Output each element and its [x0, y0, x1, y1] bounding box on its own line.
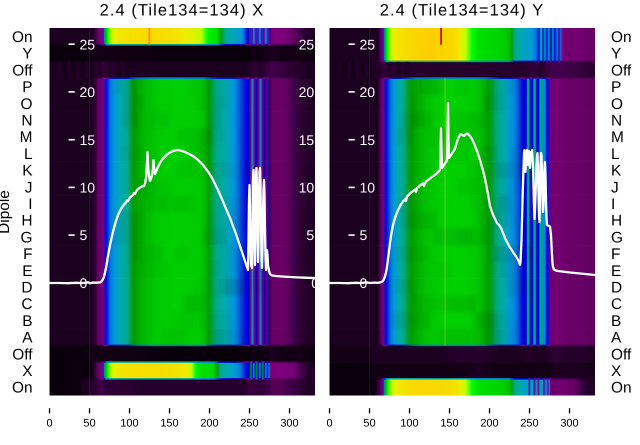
svg-text:J: J: [611, 179, 619, 196]
svg-text:0: 0: [326, 418, 332, 430]
svg-text:C: C: [21, 296, 32, 313]
svg-text:M: M: [611, 129, 624, 146]
svg-text:J: J: [25, 179, 33, 196]
svg-text:300: 300: [560, 418, 578, 430]
svg-text:B: B: [22, 313, 32, 330]
svg-text:I: I: [611, 196, 615, 213]
svg-text:250: 250: [520, 418, 538, 430]
svg-text:Off: Off: [12, 62, 33, 79]
svg-text:100: 100: [400, 418, 418, 430]
svg-text:C: C: [611, 296, 622, 313]
svg-text:5: 5: [80, 227, 88, 243]
svg-text:Y: Y: [22, 46, 32, 63]
svg-text:Off: Off: [611, 346, 632, 363]
svg-text:K: K: [22, 163, 33, 180]
svg-text:O: O: [611, 96, 623, 113]
svg-text:D: D: [21, 280, 32, 297]
svg-text:20: 20: [360, 84, 376, 100]
svg-text:G: G: [611, 229, 623, 246]
svg-text:X: X: [22, 363, 32, 380]
svg-text:On: On: [12, 380, 33, 397]
svg-text:L: L: [611, 146, 620, 163]
svg-text:A: A: [22, 330, 33, 347]
svg-text:250: 250: [240, 418, 258, 430]
svg-text:25: 25: [80, 36, 96, 52]
svg-text:K: K: [611, 163, 622, 180]
svg-text:15: 15: [299, 132, 315, 148]
svg-text:F: F: [23, 246, 32, 263]
svg-text:200: 200: [200, 418, 218, 430]
svg-text:On: On: [611, 380, 632, 397]
svg-text:Dipole: Dipole: [0, 190, 13, 234]
svg-text:150: 150: [160, 418, 178, 430]
svg-text:Off: Off: [12, 346, 33, 363]
svg-text:25: 25: [299, 36, 315, 52]
svg-text:0: 0: [311, 275, 319, 291]
svg-text:25: 25: [360, 36, 376, 52]
svg-text:100: 100: [120, 418, 138, 430]
svg-text:E: E: [22, 263, 32, 280]
svg-text:20: 20: [299, 84, 315, 100]
svg-text:15: 15: [80, 132, 96, 148]
svg-text:10: 10: [360, 180, 376, 196]
svg-text:On: On: [611, 29, 632, 46]
svg-text:P: P: [611, 79, 621, 96]
svg-text:Off: Off: [611, 62, 632, 79]
svg-text:E: E: [611, 263, 621, 280]
svg-text:15: 15: [360, 132, 376, 148]
svg-text:O: O: [21, 96, 33, 113]
svg-text:2.4 (Tile134=134) Y: 2.4 (Tile134=134) Y: [380, 1, 544, 19]
svg-text:H: H: [611, 213, 622, 230]
svg-text:150: 150: [440, 418, 458, 430]
svg-text:H: H: [21, 213, 32, 230]
svg-text:P: P: [22, 79, 32, 96]
svg-text:N: N: [21, 113, 32, 130]
svg-text:10: 10: [80, 180, 96, 196]
svg-text:300: 300: [280, 418, 298, 430]
svg-text:N: N: [611, 113, 622, 130]
svg-text:L: L: [24, 146, 33, 163]
svg-text:10: 10: [299, 180, 315, 196]
svg-text:20: 20: [80, 84, 96, 100]
svg-text:0: 0: [80, 275, 88, 291]
svg-text:D: D: [611, 280, 622, 297]
svg-text:On: On: [12, 29, 33, 46]
svg-text:B: B: [611, 313, 621, 330]
svg-text:5: 5: [306, 227, 314, 243]
svg-text:2.4 (Tile134=134) X: 2.4 (Tile134=134) X: [100, 1, 265, 19]
svg-text:G: G: [21, 229, 33, 246]
svg-text:F: F: [611, 246, 620, 263]
svg-text:A: A: [611, 330, 622, 347]
svg-text:I: I: [28, 196, 32, 213]
svg-text:5: 5: [360, 227, 368, 243]
svg-text:0: 0: [360, 275, 368, 291]
svg-text:Y: Y: [611, 46, 621, 63]
svg-text:X: X: [611, 363, 621, 380]
svg-text:50: 50: [363, 418, 375, 430]
svg-text:200: 200: [480, 418, 498, 430]
svg-text:50: 50: [83, 418, 95, 430]
svg-text:M: M: [20, 129, 33, 146]
svg-text:0: 0: [46, 418, 52, 430]
